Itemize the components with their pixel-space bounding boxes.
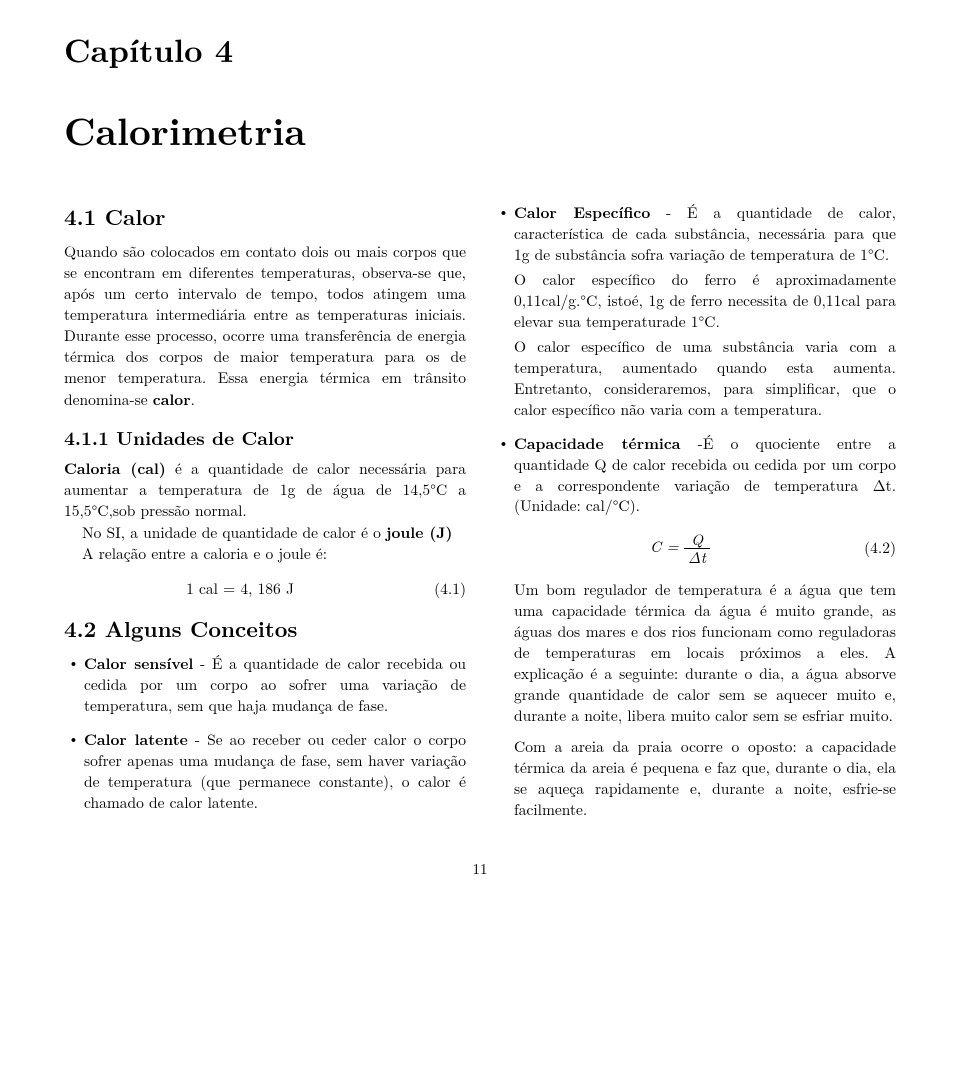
sub-paragraph: Com a areia da praia ocorre o oposto: a … — [514, 737, 896, 821]
bold-term-calor: calor — [153, 387, 191, 410]
chapter-title: Calorimetria — [64, 105, 896, 156]
left-column: 4.1 Calor Quando são colocados em contat… — [64, 202, 466, 832]
section-4-1-1-p1: Caloria (cal) é a quantidade de calor ne… — [64, 458, 466, 522]
equation-4-1-number: (4.1) — [416, 579, 466, 600]
equation-4-2-number: (4.2) — [846, 538, 896, 559]
list-item: Calor sensível - É a quantidade de calor… — [64, 653, 466, 717]
section-4-1-paragraph: Quando são colocados em contato dois ou … — [64, 242, 466, 410]
bold-term-caloria: Caloria (cal) — [64, 456, 166, 479]
body-text: Quando são colocados em contato dois ou … — [64, 241, 466, 409]
bold-term-calor-latente: Calor latente — [84, 727, 188, 750]
equation-4-1-body: 1 cal = 4, 186 J — [64, 579, 416, 600]
bold-term-capacidade-termica: Capacidade térmica — [514, 431, 680, 454]
concepts-list-right: Calor Específico - É a quantidade de cal… — [494, 202, 896, 820]
section-4-1-heading: 4.1 Calor — [64, 202, 466, 232]
equation-4-1: 1 cal = 4, 186 J (4.1) — [64, 579, 466, 600]
chapter-label: Capítulo 4 — [64, 28, 896, 71]
sub-paragraph: Um bom regulador de temperatura é a água… — [514, 580, 896, 726]
page-number: 11 — [64, 859, 896, 879]
sub-paragraph: O calor específico do ferro é aproximada… — [514, 270, 896, 333]
equation-text: 1 cal = 4, 186 J — [186, 578, 294, 599]
concepts-list-left: Calor sensível - É a quantidade de calor… — [64, 653, 466, 813]
fraction-denominator: Δt — [684, 549, 710, 566]
body-text: No SI, a unidade de quantidade de calor … — [82, 522, 386, 543]
bold-term-joule: joule (J) — [386, 520, 452, 543]
equation-lhs: C = — [650, 536, 684, 557]
list-item: Capacidade térmica -É o quociente entre … — [494, 433, 896, 821]
fraction: QΔt — [684, 531, 710, 566]
list-item: Calor Específico - É a quantidade de cal… — [494, 202, 896, 420]
sub-paragraph: O calor específico de uma substância var… — [514, 337, 896, 421]
bold-term-calor-especifico: Calor Específico — [514, 200, 650, 223]
list-item: Calor latente - Se ao receber ou ceder c… — [64, 729, 466, 814]
two-column-layout: 4.1 Calor Quando são colocados em contat… — [64, 202, 896, 832]
right-column: Calor Específico - É a quantidade de cal… — [494, 202, 896, 832]
section-4-2-heading: 4.2 Alguns Conceitos — [64, 614, 466, 644]
section-4-1-1-p3: A relação entre a caloria e o joule é: — [64, 544, 466, 565]
equation-4-2: C = QΔt (4.2) — [514, 531, 896, 566]
bold-term-calor-sensivel: Calor sensível — [84, 651, 193, 674]
section-4-1-1-heading: 4.1.1 Unidades de Calor — [64, 425, 466, 451]
equation-4-2-body: C = QΔt — [514, 531, 846, 566]
body-text: . — [191, 389, 195, 410]
section-4-1-1-p2: No SI, a unidade de quantidade de calor … — [64, 522, 466, 544]
